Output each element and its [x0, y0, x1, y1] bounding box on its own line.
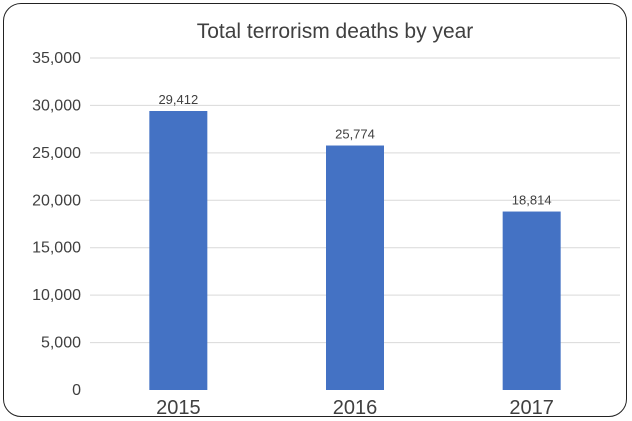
bar-2017 [502, 211, 561, 390]
y-tick-label: 0 [72, 382, 81, 399]
y-tick-label: 30,000 [32, 97, 81, 114]
x-axis-ticks: 2015 2016 2017 [156, 397, 554, 419]
data-labels: 29,412 25,774 18,814 [158, 92, 551, 208]
y-tick-label: 35,000 [32, 50, 81, 67]
y-tick-label: 10,000 [32, 287, 81, 304]
x-tick-label: 2016 [333, 397, 378, 419]
y-tick-label: 5,000 [41, 335, 81, 352]
data-label: 18,814 [512, 193, 552, 208]
data-label: 25,774 [335, 127, 375, 142]
y-tick-label: 15,000 [32, 240, 81, 257]
data-label: 29,412 [158, 92, 198, 107]
y-tick-label: 20,000 [32, 192, 81, 209]
x-tick-label: 2017 [509, 397, 554, 419]
chart-title: Total terrorism deaths by year [197, 20, 474, 43]
bars [149, 111, 561, 391]
x-tick-label: 2015 [156, 397, 201, 419]
bar-2016 [326, 145, 384, 390]
y-axis-ticks: 0 5,000 10,000 15,000 20,000 25,000 30,000 35,0… [32, 50, 81, 399]
y-tick-label: 25,000 [32, 145, 81, 162]
bar-2015 [149, 111, 208, 391]
